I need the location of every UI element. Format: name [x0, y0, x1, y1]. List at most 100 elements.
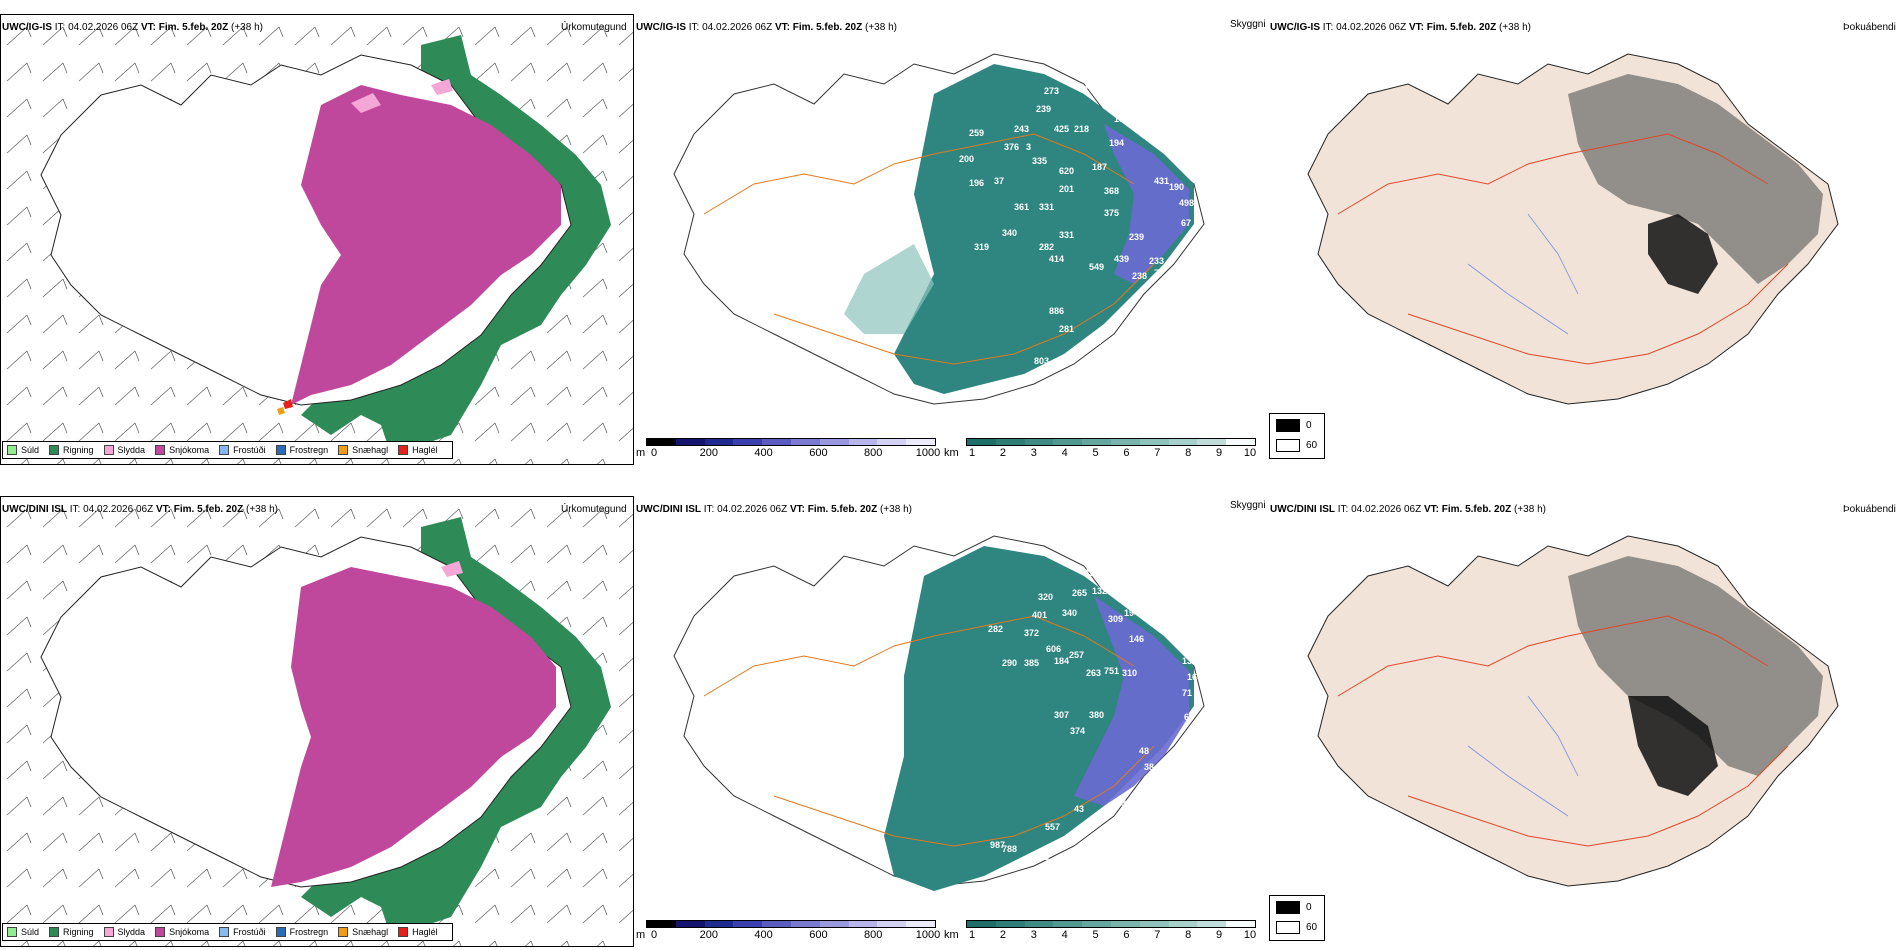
cloud-base-label: 201: [1059, 184, 1074, 194]
legend-swatch: [103, 445, 114, 455]
colorbar-tick: 6: [1123, 929, 1130, 941]
title-fog: Þokuábendi: [1843, 504, 1896, 515]
title-precip: Úrkomutegund: [561, 504, 627, 515]
colorbar-segment: [1082, 921, 1111, 927]
title-fog: Þokuábendi: [1843, 22, 1896, 33]
fog-legend-item: 60: [1276, 439, 1317, 452]
legend-label: Snjókoma: [169, 445, 210, 455]
cloud-base-label: 39: [1116, 798, 1126, 808]
cloud-base-label: 81: [1164, 616, 1174, 626]
colorbar-segment: [762, 439, 791, 445]
colorbar-tick: 2: [999, 447, 1006, 459]
precip-legend-item: Haglél: [398, 927, 438, 937]
cloud-base-label: 265: [1072, 588, 1087, 598]
low-cloud-area: [1104, 124, 1189, 284]
colorbar-tick: 9: [1216, 929, 1223, 941]
cloud-base-label: 803: [1034, 356, 1049, 366]
colorbar-segment: [819, 921, 849, 927]
colorbar-tick: 3: [1030, 929, 1037, 941]
colorbar-tick: 6: [1123, 447, 1130, 459]
snow-area: [291, 85, 561, 405]
cloud-base-label: 469: [1189, 144, 1204, 154]
cloud-base-label: 309: [1108, 614, 1123, 624]
colorbar-segment: [1024, 439, 1054, 445]
colorbar-segment: [762, 921, 791, 927]
precip-legend-item: Frostregn: [275, 927, 328, 937]
sleet-spots: [351, 79, 453, 113]
colorbar-tick: 1: [968, 929, 976, 941]
fog-dense: [1648, 214, 1718, 294]
cloud-base-label: 331: [1059, 230, 1074, 240]
cloud-base-label: 51: [1149, 780, 1159, 790]
legend-swatch: [1276, 921, 1300, 934]
colorbar-tick: 5: [1092, 929, 1099, 941]
legend-swatch: [1276, 439, 1300, 452]
precip-type-map: [1, 15, 633, 464]
cloud-base-label: 374: [1070, 726, 1085, 736]
fog-legend-item: 0: [1276, 901, 1312, 914]
precip-legend-item: Frostúði: [219, 927, 266, 937]
legend-swatch: [398, 445, 409, 455]
cloud-base-label: 401: [1032, 610, 1047, 620]
colorbar-segment: [1168, 921, 1198, 927]
colorbar-segment: [704, 921, 734, 927]
legend-label: Rigning: [63, 927, 94, 937]
fog-legend-item: 60: [1276, 921, 1317, 934]
cloud-base-label: 194: [1124, 608, 1139, 618]
colorbar-tick: 2: [999, 929, 1006, 941]
cloud-base-label: 295: [1084, 568, 1099, 578]
legend-label: Frostúði: [233, 927, 266, 937]
cloud-base-label: 376: [1004, 142, 1019, 152]
colorbar-segment: [733, 439, 763, 445]
visibility-panel: 273 310 239 218 154 243 425 194 259 376 3 200 335 620…: [634, 14, 1268, 465]
cloud-base-label: 190: [1169, 182, 1184, 192]
cloud-base-label: 310: [1122, 668, 1137, 678]
sleet-spots: [441, 561, 463, 577]
cloud-base-label: 282: [1039, 242, 1054, 252]
cloud-base-label: 431: [1154, 176, 1169, 186]
header-fog: UWC/DINI ISL IT: 04.02.2026 06Z VT: Fim.…: [1270, 504, 1546, 515]
legend-swatch: [7, 927, 17, 937]
colorbar-segment: [1082, 439, 1111, 445]
precip-legend-item: Snæhagl: [338, 927, 388, 937]
road-network: [1337, 615, 1789, 847]
cloud-base-label: 282: [988, 624, 1003, 634]
cloud-base-label: 132: [1092, 586, 1107, 596]
cloud-base-label: 196: [969, 178, 984, 188]
cloud-base-label: 393: [1034, 852, 1049, 862]
cloud-base-label: 307: [1054, 710, 1069, 720]
legend-swatch: [155, 445, 166, 455]
title-precip: Úrkomutegund: [561, 22, 627, 33]
cloud-base-label: 233: [1149, 256, 1164, 266]
cloud-base-label: 238: [1132, 271, 1147, 281]
precip-legend-item: Súld: [7, 927, 39, 937]
colorbar-segment: [1053, 439, 1083, 445]
fog-legend-item: 0: [1276, 419, 1312, 432]
colorbar-segment: [1168, 439, 1198, 445]
legend-swatch: [49, 445, 60, 455]
colorbar-segment: [1226, 921, 1255, 927]
visibility-map: 273 310 239 218 154 243 425 194 259 376 3 200 335 620…: [673, 53, 1205, 405]
cloud-base-label: 257: [1069, 650, 1084, 660]
colorbar-segment: [1139, 439, 1169, 445]
fog-panel: [1268, 496, 1900, 947]
cloud-base-label: 239: [1129, 232, 1144, 242]
precip-type-panel: Súld Rigning Slydda Snjókoma Frostúði Frostre…: [0, 496, 634, 947]
cloud-base-label: 335: [1032, 156, 1047, 166]
legend-swatch: [275, 445, 286, 455]
cloud-base-label: 620: [1059, 166, 1074, 176]
legend-swatch: [1276, 419, 1300, 432]
cloud-base-label: 194: [1109, 138, 1124, 148]
cloud-base-label: 331: [1039, 202, 1054, 212]
visibility-map: 295 141 320 265 132 194 171 401 340 309 81 282 372 14…: [673, 535, 1205, 891]
cloudbase-colorbar: m 0 200 400 600 800 1000: [636, 920, 946, 942]
colorbar-segment: [906, 439, 935, 445]
legend-swatch: [219, 445, 230, 455]
cloud-base-label: 425: [1054, 124, 1069, 134]
precip-type-panel: Súld Rigning Slydda Snjókoma Frostúði Frostre…: [0, 14, 634, 465]
precip-legend-item: Haglél: [398, 445, 438, 455]
cloud-base-label: 606: [1046, 644, 1061, 654]
legend-swatch: [219, 927, 230, 937]
cloud-base-label: 340: [1002, 228, 1017, 238]
cloud-base-label: 281: [1059, 324, 1074, 334]
